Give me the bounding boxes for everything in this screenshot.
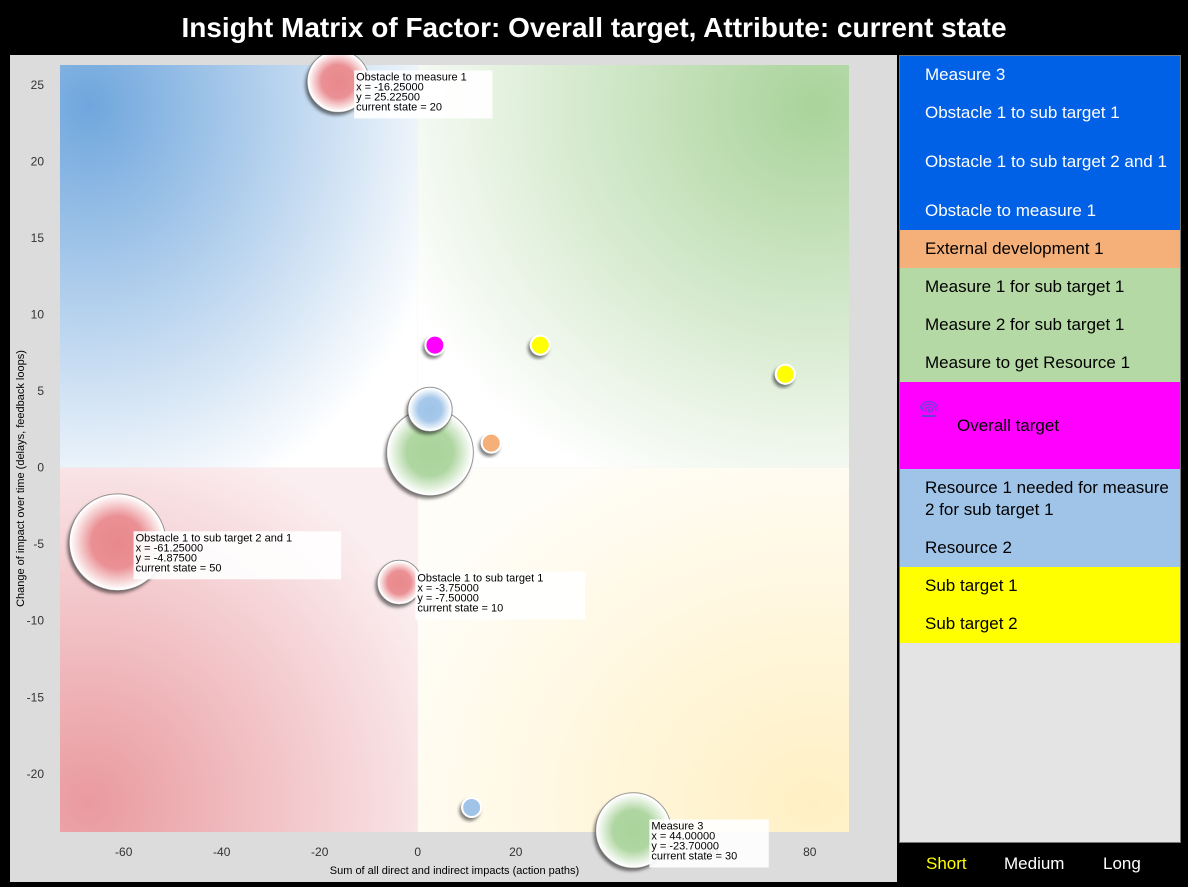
x-tick-label: 0 (414, 845, 421, 859)
data-label-line: y = -7.50000 (417, 592, 478, 604)
time-horizon-selector: Short Medium Long (899, 847, 1181, 881)
y-tick-label: -10 (27, 614, 45, 628)
data-label-box (415, 571, 586, 620)
y-tick-label: 25 (31, 78, 45, 92)
legend-item-label: Measure to get Resource 1 (925, 353, 1131, 372)
quadrant-top-left (60, 65, 418, 468)
x-tick-label: -20 (311, 845, 329, 859)
legend-item-label: Measure 3 (925, 65, 1006, 84)
legend-item-measure-2-for-sub-target-1[interactable]: Measure 2 for sub target 1 (900, 306, 1180, 344)
legend-item-resource-2[interactable]: Resource 2 (900, 529, 1180, 567)
bubble-outline (407, 386, 453, 433)
bubble-resource-2[interactable] (407, 387, 453, 432)
legend-item-label: Sub target 2 (925, 614, 1018, 633)
y-tick-label: -15 (27, 690, 45, 704)
bubble-sub-target-1[interactable] (529, 334, 551, 356)
short-horizon-button[interactable]: Short (926, 854, 967, 873)
legend-item-label: Sub target 1 (925, 576, 1018, 595)
chart-panel[interactable]: -60-40-20020406080-20-15-10-50510152025 … (10, 55, 897, 882)
data-label-box (354, 70, 493, 119)
data-labels: Obstacle 1 to sub target 2 and 1x = -61.… (133, 70, 769, 868)
legend-item-label: Measure 1 for sub target 1 (925, 277, 1125, 296)
y-tick-label: 20 (31, 154, 45, 168)
x-tick-label: -40 (213, 845, 231, 859)
chart-title: Insight Matrix of Factor: Overall target… (181, 12, 1007, 43)
legend-item-obstacle-1-to-sub-target-2-and-1[interactable]: Obstacle 1 to sub target 2 and 1 (900, 132, 1180, 192)
data-label-line: current state = 50 (136, 562, 222, 574)
fingerprint-icon (919, 400, 939, 417)
y-axis-label: Change of impact over time (delays, feed… (15, 350, 27, 607)
legend-item-label: External development 1 (925, 239, 1104, 258)
legend-item-obstacle-to-measure-1[interactable]: Obstacle to measure 1 (900, 192, 1180, 230)
long-horizon-button[interactable]: Long (1103, 854, 1141, 873)
data-label-line: x = -3.75000 (417, 582, 478, 594)
y-tick-label: 15 (31, 231, 45, 245)
bubble-resource-1-needed-for-measure-2-for-sub-target-1[interactable] (461, 797, 483, 818)
legend-item-label: Overall target (957, 415, 1060, 435)
legend-item-measure-3[interactable]: Measure 3 (900, 56, 1180, 94)
legend-item-sub-target-1[interactable]: Sub target 1 (900, 567, 1180, 605)
data-label-line: y = -4.87500 (136, 552, 197, 564)
data-label-line: current state = 30 (651, 850, 737, 862)
legend-item-label: Measure 2 for sub target 1 (925, 315, 1125, 334)
legend-item-resource-1-needed-for-measure-2-for-sub-target-1[interactable]: Resource 1 needed for measure 2 for sub … (900, 469, 1180, 529)
data-label-box (649, 819, 769, 868)
legend-item-sub-target-2[interactable]: Sub target 2 (900, 605, 1180, 643)
data-label-line: Obstacle to measure 1 (356, 71, 467, 83)
quadrant-backgrounds (60, 65, 849, 832)
quadrant-bottom-right (417, 467, 849, 832)
data-label-line: current state = 10 (417, 602, 503, 614)
data-label-line: y = -23.70000 (651, 840, 719, 852)
legend-item-label: Obstacle 1 to sub target 1 (925, 103, 1120, 122)
legend-item-overall-target[interactable]: Overall target (900, 382, 1180, 469)
legend-item-obstacle-1-to-sub-target-1[interactable]: Obstacle 1 to sub target 1 (900, 94, 1180, 132)
data-label-box (133, 531, 342, 580)
insight-matrix-chart[interactable]: -60-40-20020406080-20-15-10-50510152025 … (10, 55, 897, 882)
data-label-line: x = 44.00000 (651, 830, 715, 842)
x-tick-label: 20 (509, 845, 523, 859)
bubble-obstacle-1-to-sub-target-1[interactable] (377, 560, 422, 605)
data-label-line: x = -61.25000 (136, 542, 204, 554)
legend-item-measure-1-for-sub-target-1[interactable]: Measure 1 for sub target 1 (900, 268, 1180, 306)
quadrant-top-right (417, 65, 849, 468)
data-label-line: Obstacle 1 to sub target 2 and 1 (136, 532, 293, 544)
legend-item-external-development-1[interactable]: External development 1 (900, 230, 1180, 268)
legend-item-label: Obstacle to measure 1 (925, 201, 1097, 220)
data-label-line: x = -16.25000 (356, 81, 424, 93)
data-label-line: y = 25.22500 (356, 91, 420, 103)
bubble-sub-target-2[interactable] (774, 363, 796, 385)
y-tick-label: 5 (37, 384, 44, 398)
data-label-line: Obstacle 1 to sub target 1 (417, 572, 543, 584)
y-tick-label: 0 (37, 461, 44, 475)
legend-item-measure-to-get-resource-1[interactable]: Measure to get Resource 1 (900, 344, 1180, 382)
x-tick-label: -60 (115, 845, 133, 859)
y-tick-label: -5 (33, 537, 44, 551)
y-tick-label: -20 (27, 767, 45, 781)
data-label-line: current state = 20 (356, 101, 442, 113)
bubble-external-development-1[interactable] (480, 432, 502, 454)
x-tick-label: 80 (803, 845, 817, 859)
bubble-overall-target[interactable] (424, 334, 446, 356)
legend-panel: Measure 3 Obstacle 1 to sub target 1 Obsta… (899, 55, 1181, 843)
legend-item-label: Resource 2 (925, 538, 1012, 557)
data-label-line: Measure 3 (651, 820, 703, 832)
y-tick-label: 10 (31, 308, 45, 322)
legend-item-label: Resource 1 needed for measure 2 for sub … (925, 478, 1169, 519)
x-axis-label: Sum of all direct and indirect impacts (… (330, 865, 579, 877)
legend-item-label: Obstacle 1 to sub target 2 and 1 (925, 152, 1167, 171)
medium-horizon-button[interactable]: Medium (1004, 854, 1065, 873)
